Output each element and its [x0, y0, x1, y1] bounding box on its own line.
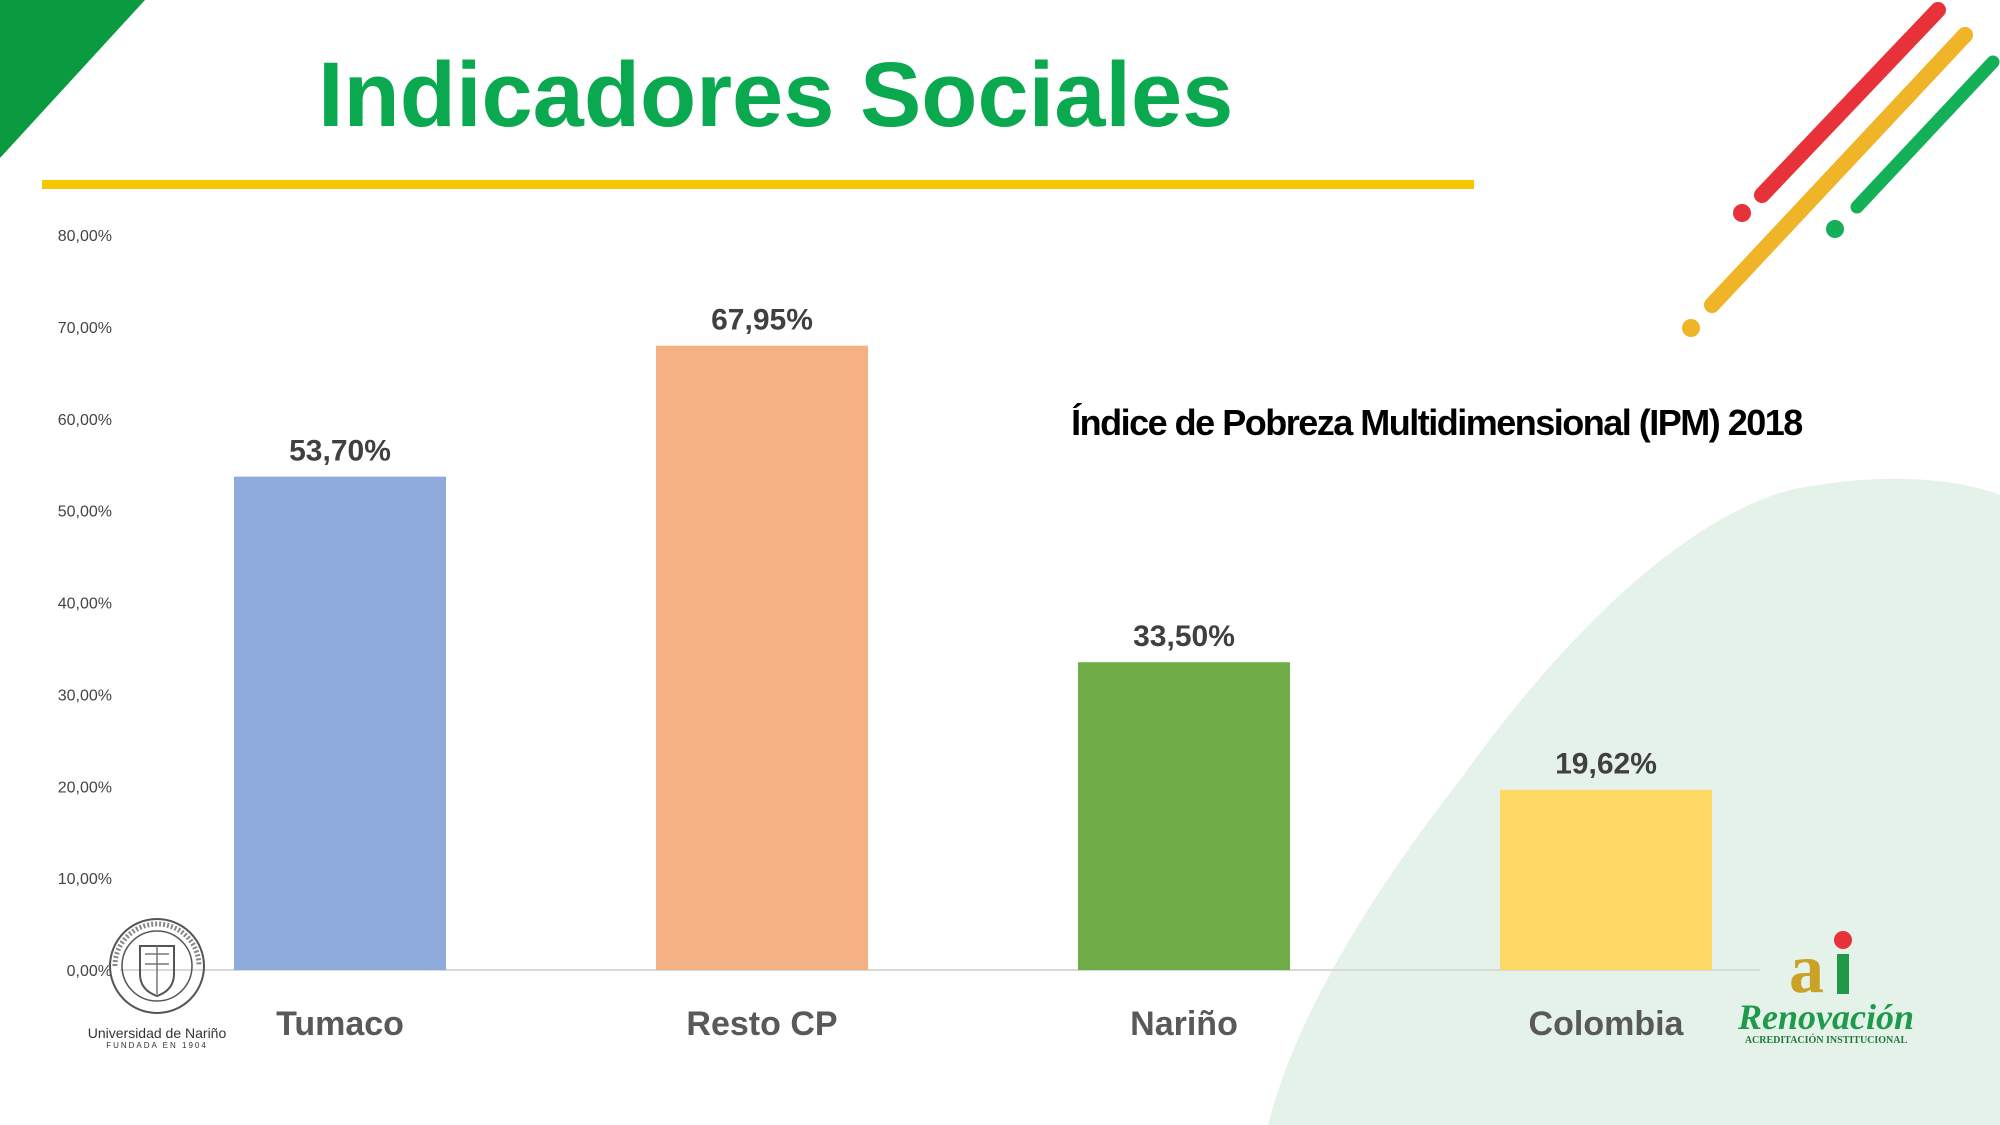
data-label: 19,62% — [1555, 748, 1657, 781]
svg-text:a: a — [1789, 931, 1824, 1000]
university-seal-icon — [109, 918, 205, 1014]
category-label: Resto CP — [686, 1005, 837, 1043]
ai-mark-icon: a — [1789, 931, 1852, 1008]
university-founded: FUNDADA EN 1904 — [106, 1041, 208, 1050]
stripe-red — [1754, 2, 1946, 203]
title-underline — [42, 180, 1474, 189]
stripe-green-dot — [1826, 220, 1844, 238]
chart-title: Índice de Pobreza Multidimensional (IPM)… — [1071, 402, 1803, 443]
data-label: 67,95% — [711, 304, 813, 337]
data-label: 53,70% — [289, 435, 391, 468]
university-name: Universidad de Nariño — [87, 1025, 227, 1041]
y-tick-label: 30,00% — [58, 687, 112, 704]
page-title: Indicadores Sociales — [318, 44, 1234, 146]
stripe-yellow — [1704, 27, 1973, 313]
category-label: Colombia — [1529, 1005, 1685, 1043]
y-tick-label: 80,00% — [58, 228, 112, 245]
category-label: Nariño — [1130, 1005, 1238, 1043]
renovacion-wordmark: Renovación — [1738, 997, 1914, 1037]
bar-nari-o — [1078, 662, 1290, 970]
bar-resto-cp — [656, 345, 868, 971]
y-tick-label: 20,00% — [58, 779, 112, 796]
corner-green-triangle — [0, 0, 145, 158]
y-tick-label: 0,00% — [67, 963, 112, 980]
y-tick-label: 60,00% — [58, 412, 112, 429]
stripe-green — [1850, 55, 2000, 214]
universidad-narino-logo: Universidad de Nariño FUNDADA EN 1904 — [82, 916, 232, 1050]
category-label: Tumaco — [276, 1005, 404, 1043]
y-tick-label: 70,00% — [58, 320, 112, 337]
data-label: 33,50% — [1133, 620, 1235, 653]
y-tick-label: 40,00% — [58, 596, 112, 613]
y-tick-label: 50,00% — [58, 504, 112, 521]
stripe-red-dot — [1733, 204, 1751, 222]
renovacion-logo: a Renovación ACREDITACIÓN INSTITUCIONAL — [1736, 928, 1916, 1046]
stripe-yellow-dot — [1682, 319, 1700, 337]
bar-colombia — [1500, 789, 1712, 970]
acreditacion-tagline: ACREDITACIÓN INSTITUCIONAL — [1744, 1035, 1908, 1046]
bar-tumaco — [234, 476, 446, 970]
y-tick-label: 10,00% — [58, 871, 112, 888]
